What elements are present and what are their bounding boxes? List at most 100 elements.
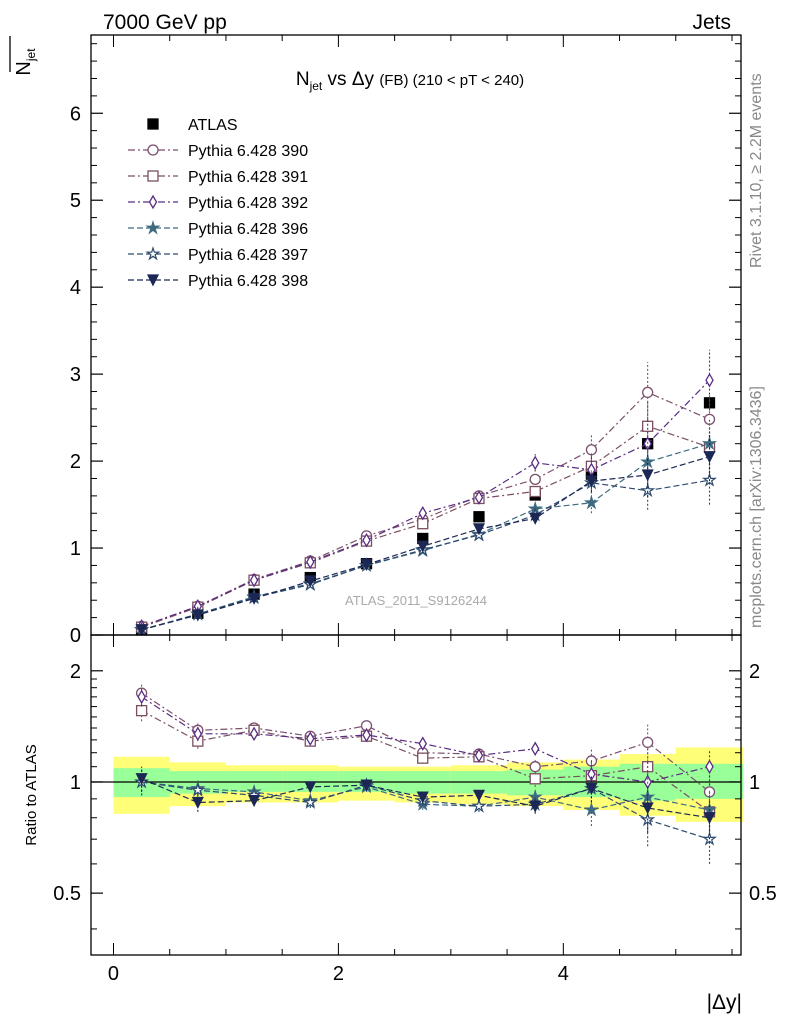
legend-label: Pythia 6.428 392 xyxy=(188,195,308,212)
ratio-point xyxy=(471,798,487,813)
data-point xyxy=(416,540,429,553)
legend-label: ATLAS xyxy=(188,117,238,134)
data-point xyxy=(529,485,541,498)
ratio-point xyxy=(418,736,427,751)
ratio-point xyxy=(583,801,599,817)
series-6 xyxy=(135,432,716,637)
data-point xyxy=(191,609,204,622)
x-tick-label: 0 xyxy=(108,963,119,985)
data-point xyxy=(641,469,654,482)
ratio-line xyxy=(141,781,710,811)
legend-label: Pythia 6.428 397 xyxy=(188,247,308,264)
ratio-y-tick-label: 2 xyxy=(70,661,81,683)
ratio-point xyxy=(248,795,261,808)
data-point xyxy=(472,523,486,536)
data-point xyxy=(583,494,599,510)
x-tick-label: 4 xyxy=(558,963,569,985)
main-title: Njet vs Δy (FB) (210 < pT < 240) xyxy=(296,69,524,93)
data-point xyxy=(306,554,315,570)
ratio-point xyxy=(587,766,596,782)
legend-label: Pythia 6.428 391 xyxy=(188,169,308,186)
ratio-point xyxy=(417,752,429,764)
series-line xyxy=(141,379,710,627)
legend-entry: Pythia 6.428 392 xyxy=(128,194,308,212)
ratio-point xyxy=(249,726,259,742)
legend-label: Pythia 6.428 398 xyxy=(188,273,308,290)
ratio-point xyxy=(530,741,540,757)
ratio-y-tick-label-right: 2 xyxy=(749,661,760,683)
ratio-y-tick-label-right: 1 xyxy=(749,772,760,794)
legend-entry: Pythia 6.428 391 xyxy=(128,169,308,186)
data-point xyxy=(362,532,371,548)
ratio-point xyxy=(360,779,373,792)
ratio-point xyxy=(137,689,146,705)
ratio-point xyxy=(362,727,371,743)
data-point xyxy=(703,413,716,425)
ratio-point xyxy=(529,773,541,785)
data-point xyxy=(585,444,598,456)
x-tick-label: 2 xyxy=(333,963,344,985)
data-point xyxy=(304,575,317,588)
y-tick-label: 5 xyxy=(70,190,81,212)
legend-entry: ATLAS xyxy=(147,117,238,134)
legend-marker xyxy=(146,274,160,287)
ratio-line xyxy=(141,781,710,840)
ratio-point xyxy=(193,726,203,742)
ratio-series-2 xyxy=(137,687,714,809)
series-3 xyxy=(137,349,714,634)
header-right: Jets xyxy=(692,11,731,34)
y-tick-label: 6 xyxy=(70,103,81,125)
ratio-y-tick-label: 1 xyxy=(70,772,81,794)
legend-marker xyxy=(145,219,161,235)
data-point xyxy=(585,475,598,488)
ratio-panel: 0.5 0.5 1 1 2 2 0 2 4 Ratio to ATLAS |Δy| xyxy=(23,634,777,1014)
y-tick-label: 0 xyxy=(70,625,81,647)
legend-entry: Pythia 6.428 398 xyxy=(128,273,308,290)
y-axis-label: Njet xyxy=(13,48,38,76)
ratio-y-tick-label-right: 0.5 xyxy=(749,883,777,905)
data-point xyxy=(530,455,540,471)
data-point xyxy=(703,451,716,464)
data-point xyxy=(135,624,148,637)
legend-entry: Pythia 6.428 397 xyxy=(128,245,308,264)
legend-marker xyxy=(148,194,158,210)
y-tick-label: 3 xyxy=(70,364,81,386)
series-line xyxy=(141,391,710,627)
ratio-point xyxy=(529,800,542,813)
ratio-point xyxy=(585,782,598,795)
data-point xyxy=(529,512,542,525)
ratio-point xyxy=(415,796,431,811)
legend-label: Pythia 6.428 390 xyxy=(188,143,308,160)
data-point xyxy=(418,505,427,521)
data-point xyxy=(248,592,261,605)
data-point xyxy=(249,572,259,588)
ratio-point xyxy=(529,761,541,773)
ratio-point xyxy=(191,796,204,809)
ratio-point xyxy=(135,704,148,717)
ratio-point xyxy=(190,782,206,797)
ratio-panel-frame xyxy=(90,634,742,956)
legend-entry: Pythia 6.428 396 xyxy=(128,219,308,238)
legend-entry: Pythia 6.428 390 xyxy=(128,143,308,160)
y-tick-label: 2 xyxy=(70,451,81,473)
header-left: 7000 GeV pp xyxy=(103,11,227,34)
side-text-bottom: mcplots.cern.ch [arXiv:1306.3436] xyxy=(748,386,765,628)
ratio-point xyxy=(306,731,315,746)
legend-label: Pythia 6.428 396 xyxy=(188,221,308,238)
y-tick-label: 1 xyxy=(70,538,81,560)
ratio-y-tick-label: 0.5 xyxy=(53,883,81,905)
data-point xyxy=(473,511,485,523)
series-1 xyxy=(135,361,716,632)
legend-marker xyxy=(147,118,159,130)
ratio-y-label: Ratio to ATLAS xyxy=(23,744,40,845)
ratio-point xyxy=(135,773,148,786)
y-tick-label: 4 xyxy=(70,277,81,299)
data-point xyxy=(360,558,373,572)
ratio-point xyxy=(302,794,318,809)
data-point xyxy=(529,473,541,485)
ratio-point xyxy=(703,812,716,825)
analysis-watermark: ATLAS_2011_S9126244 xyxy=(345,593,487,608)
ratio-point xyxy=(642,736,654,749)
data-point xyxy=(642,420,654,432)
